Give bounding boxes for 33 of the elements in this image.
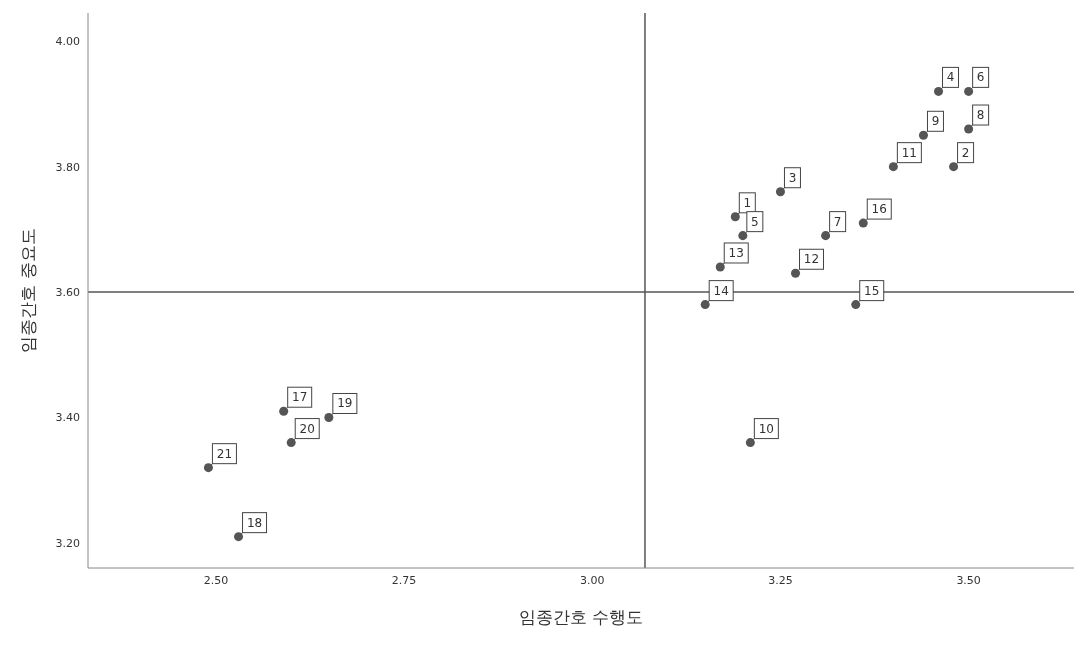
annotation: 15: [864, 283, 880, 298]
annotation: 16: [871, 202, 887, 217]
annotation: 5: [751, 214, 759, 229]
x-tick-label: 2.75: [391, 573, 417, 587]
annotation: 11: [901, 145, 917, 160]
annotation: 13: [728, 245, 744, 260]
annotation: 20: [299, 421, 315, 436]
annotation: 12: [803, 252, 820, 267]
y-tick-label: 3.60: [55, 285, 80, 299]
y-tick-label: 3.20: [55, 536, 80, 550]
x-axis-title: 임종간호 수행도: [518, 607, 644, 627]
y-tick-label: 3.40: [55, 411, 80, 425]
annotation: 1: [743, 195, 752, 210]
annotation: 10: [758, 421, 774, 436]
annotation: 6: [976, 70, 985, 85]
annotation: 4: [946, 70, 955, 85]
annotation: 2: [961, 145, 970, 160]
x-tick-label: 3.00: [580, 573, 605, 587]
y-tick-label: 4.00: [55, 35, 80, 49]
annotation: 7: [833, 214, 842, 229]
annotation: 17: [292, 390, 308, 405]
x-tick-label: 2.50: [203, 573, 229, 587]
x-tick-label: 3.50: [956, 573, 981, 587]
annotation: 8: [976, 108, 985, 123]
annotation: 14: [713, 283, 729, 298]
annotation: 3: [788, 170, 797, 185]
annotation: 18: [246, 515, 263, 530]
y-tick-label: 3.80: [55, 160, 80, 174]
annotation: 21: [216, 446, 233, 461]
annotation: 9: [931, 114, 940, 129]
y-axis-title: 임종간호 중요도: [18, 228, 39, 353]
annotation: 19: [337, 396, 353, 411]
x-tick-label: 3.25: [768, 573, 793, 587]
